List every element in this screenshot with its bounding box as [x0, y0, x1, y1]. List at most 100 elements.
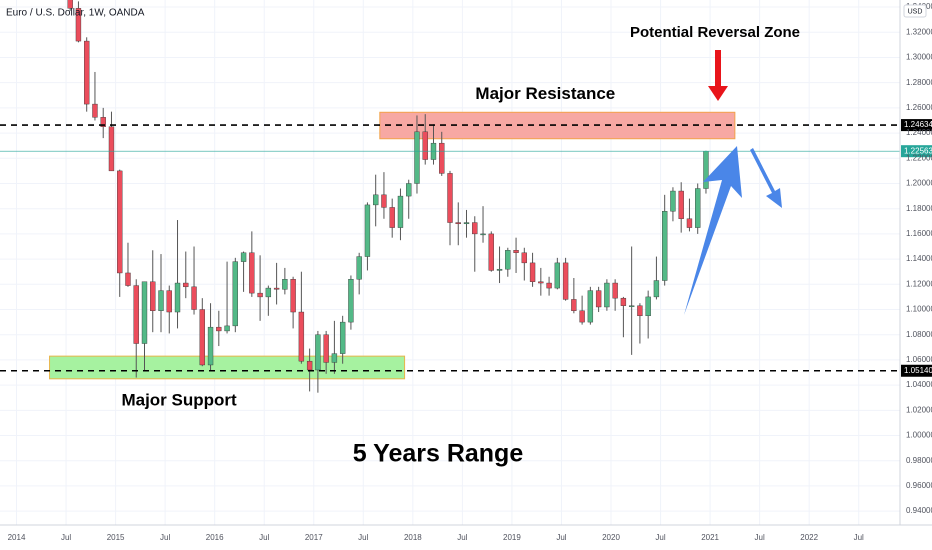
y-tick-label: 1.16000	[906, 229, 932, 238]
price-label: 1.05140	[904, 366, 932, 375]
candle-body	[505, 250, 511, 270]
candle-body	[628, 305, 635, 307]
x-tick-label: 2019	[503, 533, 521, 542]
candle-body	[67, 0, 73, 9]
candle-body	[298, 311, 305, 362]
y-tick-label: 1.06000	[906, 355, 932, 364]
y-tick-label: 1.14000	[906, 254, 932, 263]
candle-body	[125, 272, 131, 286]
x-tick-label: Jul	[160, 533, 170, 542]
candle-body	[595, 290, 602, 308]
candle-body	[678, 190, 684, 219]
x-tick-label: Jul	[61, 533, 71, 542]
y-tick-label: 1.24000	[906, 128, 932, 137]
candle-body	[554, 262, 561, 289]
annotation: Potential Reversal Zone	[630, 24, 800, 41]
candle-body	[290, 279, 296, 313]
candle-body	[662, 211, 668, 281]
price-lines: 1.24634 1.05140 1.22563	[0, 119, 932, 377]
candle-body	[282, 279, 288, 290]
candle-body	[323, 334, 329, 363]
price-label-box	[901, 145, 932, 158]
candle-body	[695, 188, 701, 228]
candle-body	[645, 296, 651, 317]
candle-body	[257, 292, 263, 298]
candle-body	[364, 204, 371, 257]
candle-body	[637, 305, 643, 317]
candle-body	[604, 282, 610, 308]
candle-body	[546, 282, 552, 289]
candle-body	[339, 321, 346, 354]
candle-body	[612, 282, 618, 299]
blue-arrow	[684, 146, 742, 315]
zone-label: Major Resistance	[475, 84, 615, 103]
candle-body	[397, 195, 404, 228]
price-label-box	[901, 364, 932, 377]
y-tick-label: 1.02000	[906, 405, 932, 414]
candle-body	[571, 299, 577, 311]
candle-body	[422, 131, 428, 160]
grid	[0, 0, 900, 525]
y-tick-label: 1.32000	[906, 27, 932, 36]
candle-body	[117, 170, 123, 274]
candle-body	[216, 326, 222, 332]
candle-body	[653, 280, 660, 298]
candle-body	[463, 222, 470, 225]
candle-body	[587, 290, 594, 323]
candle-body	[348, 279, 354, 323]
candle-body	[108, 126, 115, 172]
candle-body	[232, 261, 238, 327]
candle-body	[472, 222, 478, 235]
y-tick-label: 1.22000	[906, 153, 932, 162]
price-label: 1.24634	[904, 120, 932, 129]
chart-title: Euro / U.S. Dollar, 1W, OANDA	[6, 8, 145, 19]
candle-body	[480, 233, 486, 236]
candle-body	[686, 218, 693, 228]
y-tick-label: 1.08000	[906, 330, 932, 339]
candle-body	[496, 268, 503, 271]
candle-body	[331, 353, 338, 363]
candle-body	[166, 290, 172, 313]
blue-arrow	[750, 148, 782, 208]
y-tick-label: 1.26000	[906, 103, 932, 112]
x-tick-label: Jul	[854, 533, 864, 542]
x-tick-label: Jul	[457, 533, 467, 542]
candle-body	[406, 183, 412, 197]
candle-body	[439, 142, 445, 174]
candle-body	[141, 281, 148, 344]
x-tick-label: Jul	[358, 533, 368, 542]
y-tick-label: 1.00000	[906, 431, 932, 440]
candle-body	[670, 190, 676, 212]
candle-body	[207, 326, 214, 366]
candle-body	[224, 325, 230, 332]
candle-body	[513, 250, 519, 253]
candle-body	[174, 282, 181, 313]
candle-body	[240, 252, 247, 262]
candle-body	[488, 233, 494, 271]
zone-label: Major Support	[121, 390, 237, 409]
x-tick-label: 2015	[107, 533, 125, 542]
candle-body	[92, 103, 98, 118]
x-tick-label: 2014	[8, 533, 26, 542]
candle-body	[75, 8, 82, 42]
x-tick-label: 2021	[701, 533, 719, 542]
y-tick-label: 1.04000	[906, 380, 932, 389]
x-tick-label: Jul	[755, 533, 765, 542]
x-tick-label: Jul	[655, 533, 665, 542]
candle-body	[381, 194, 387, 208]
candle-body	[529, 262, 536, 282]
candle-body	[191, 286, 197, 310]
y-tick-label: 1.18000	[906, 204, 932, 213]
annotation: 5 Years Range	[353, 440, 524, 468]
x-tick-label: 2018	[404, 533, 422, 542]
candle-body	[150, 281, 156, 311]
x-tick-label: 2016	[206, 533, 224, 542]
x-tick-label: 2022	[800, 533, 818, 542]
y-tick-label: 1.30000	[906, 53, 932, 62]
candle-body	[414, 131, 420, 184]
x-tick-label: Jul	[556, 533, 566, 542]
y-tick-label: 0.98000	[906, 456, 932, 465]
